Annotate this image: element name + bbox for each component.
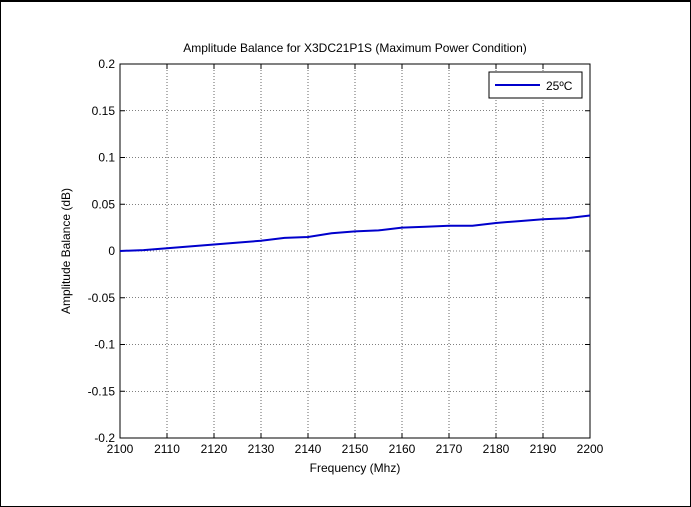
series-line-0 bbox=[119, 214, 591, 252]
y-tick-label: -0.1 bbox=[94, 338, 115, 352]
x-tick-labels: 2100 2110 2120 2130 2140 2150 2160 2170 2180 2190… bbox=[107, 442, 604, 456]
x-tick-label: 2170 bbox=[436, 442, 463, 456]
y-tick-label: -0.05 bbox=[88, 291, 116, 305]
series-lines bbox=[119, 214, 591, 252]
x-axis-label: Frequency (Mhz) bbox=[310, 461, 401, 475]
chart-title: Amplitude Balance for X3DC21P1S (Maximum… bbox=[183, 41, 526, 55]
x-tick-label: 2150 bbox=[342, 442, 369, 456]
y-tick-labels: -0.2 -0.15 -0.1 -0.05 0 0.05 0.1 0.15 0.2 bbox=[88, 57, 116, 445]
x-tick-label: 2140 bbox=[295, 442, 322, 456]
grid-lines bbox=[120, 64, 590, 438]
y-tick-label: 0 bbox=[108, 244, 115, 258]
x-tick-label: 2110 bbox=[154, 442, 180, 456]
legend: 25ºC bbox=[488, 71, 583, 99]
x-tick-label: 2160 bbox=[389, 442, 416, 456]
y-tick-label: -0.2 bbox=[94, 431, 115, 445]
y-tick-label: 0.2 bbox=[98, 57, 115, 71]
x-tick-label: 2190 bbox=[530, 442, 557, 456]
y-tick-label: 0.1 bbox=[98, 151, 115, 165]
x-tick-label: 2100 bbox=[107, 442, 134, 456]
y-tick-label: 0.05 bbox=[92, 197, 116, 211]
x-tick-label: 2200 bbox=[577, 442, 604, 456]
x-tick-label: 2180 bbox=[483, 442, 510, 456]
y-axis-label: Amplitude Balance (dB) bbox=[59, 188, 73, 314]
x-tick-label: 2130 bbox=[248, 442, 275, 456]
legend-label-25c: 25ºC bbox=[546, 79, 573, 93]
y-tick-label: -0.15 bbox=[88, 384, 116, 398]
x-tick-label: 2120 bbox=[201, 442, 228, 456]
axis-ticks bbox=[119, 63, 591, 439]
y-tick-label: 0.15 bbox=[92, 104, 116, 118]
